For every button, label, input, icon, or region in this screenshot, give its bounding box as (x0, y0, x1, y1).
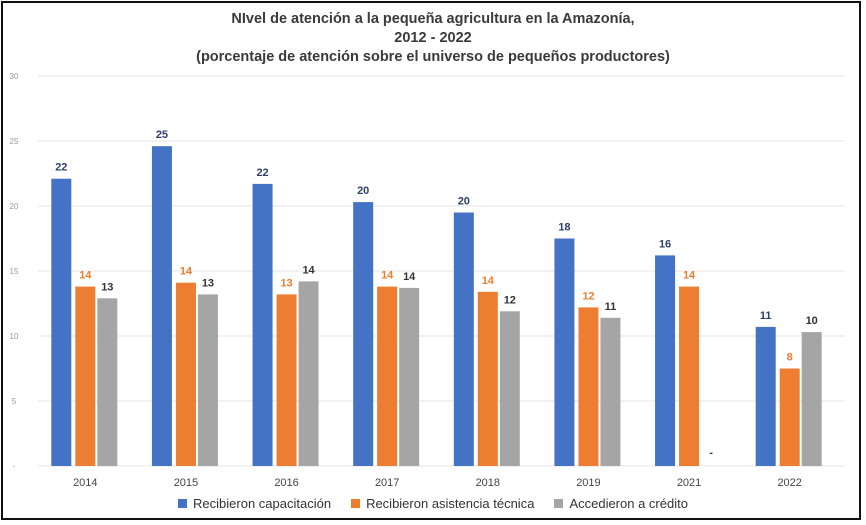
y-tick-label: 15 (10, 267, 19, 276)
bar (499, 311, 520, 466)
data-label: 10 (806, 315, 818, 327)
data-label: 12 (582, 290, 594, 302)
y-tick-label: 30 (10, 72, 19, 81)
bar (578, 307, 599, 466)
data-label: 16 (659, 238, 671, 250)
bar (779, 368, 800, 466)
legend-label: Recibieron asistencia técnica (366, 496, 535, 511)
legend-swatch (351, 499, 361, 508)
legend-item-asistencia: Recibieron asistencia técnica (351, 496, 534, 511)
data-label: 20 (357, 185, 369, 197)
data-label: 25 (156, 129, 168, 141)
legend-label: Recibieron capacitación (193, 496, 332, 511)
bar (377, 286, 398, 466)
bar (679, 286, 700, 466)
legend-label: Accedieron a crédito (569, 496, 688, 511)
x-tick-label: 2014 (73, 477, 97, 489)
y-tick-label: - (13, 462, 16, 471)
bar (51, 178, 72, 466)
bar (276, 294, 297, 466)
data-label: 22 (55, 162, 67, 174)
bar (197, 294, 218, 466)
data-label: 14 (683, 270, 696, 282)
legend: Recibieron capacitación Recibieron asist… (0, 496, 866, 511)
data-label: 20 (458, 196, 470, 208)
y-tick-label: 20 (10, 202, 19, 211)
data-label: - (709, 447, 713, 459)
data-label: 14 (302, 264, 315, 276)
data-label: 14 (381, 270, 394, 282)
data-label: 13 (280, 277, 292, 289)
data-label: 11 (760, 310, 772, 322)
data-label: 22 (256, 167, 268, 179)
bar (801, 332, 822, 466)
data-label: 14 (482, 275, 495, 287)
bar (97, 298, 118, 466)
x-tick-label: 2015 (174, 477, 198, 489)
y-tick-label: 5 (12, 397, 17, 406)
y-tick-label: 10 (10, 332, 19, 341)
bar (252, 183, 273, 466)
data-label: 12 (504, 294, 516, 306)
bar (151, 146, 172, 466)
x-tick-label: 2018 (476, 477, 500, 489)
legend-item-credito: Accedieron a crédito (554, 496, 688, 511)
bar (755, 326, 776, 466)
x-tick-label: 2022 (777, 477, 801, 489)
bar (453, 212, 474, 466)
data-label: 11 (605, 301, 617, 313)
x-tick-label: 2021 (677, 477, 701, 489)
chart-title-line1: NIvel de atención a la pequeña agricultu… (231, 11, 635, 27)
chart-title-line3: (porcentaje de atención sobre el univers… (196, 49, 670, 65)
data-label: 13 (202, 277, 214, 289)
bar (477, 291, 498, 466)
bar (554, 238, 575, 466)
bar (655, 255, 676, 466)
data-label: 18 (558, 222, 570, 234)
bar (399, 287, 420, 466)
x-tick-label: 2016 (274, 477, 298, 489)
bar (175, 282, 196, 466)
data-label: 14 (79, 270, 92, 282)
legend-swatch (554, 499, 564, 508)
bar (75, 286, 96, 466)
legend-swatch (178, 499, 188, 508)
bar (298, 281, 319, 466)
data-label: 14 (403, 271, 416, 283)
data-label: 14 (180, 266, 193, 278)
legend-item-capacitacion: Recibieron capacitación (178, 496, 331, 511)
bar (600, 317, 621, 466)
y-tick-label: 25 (10, 137, 19, 146)
x-tick-label: 2017 (375, 477, 399, 489)
data-label: 8 (787, 352, 793, 364)
bar (353, 202, 374, 466)
chart-title-line2: 2012 - 2022 (394, 30, 472, 46)
data-label: 13 (101, 281, 113, 293)
x-tick-label: 2019 (576, 477, 600, 489)
